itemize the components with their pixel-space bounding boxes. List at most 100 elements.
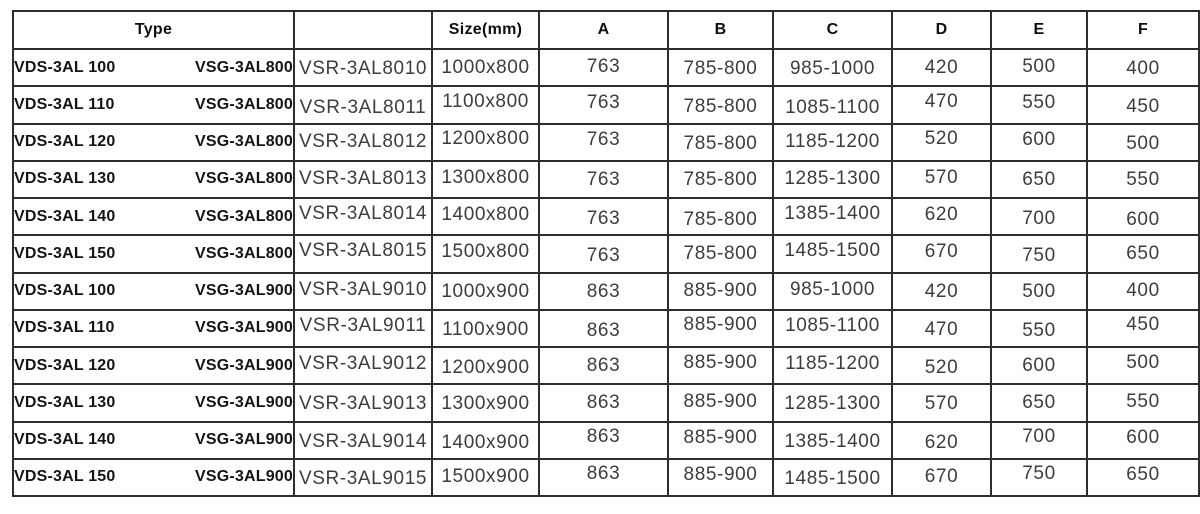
- header-row: Type Size(mm) A B C D E F: [12, 10, 1200, 50]
- cell-size: 1300x900: [431, 383, 540, 423]
- table-row: VDS-3AL 110 VSG-3AL800 VSR-3AL8011 1100x800…: [12, 85, 1200, 125]
- cell-dim-d-text: 670: [924, 240, 959, 262]
- cell-dim-f: 450: [1086, 85, 1200, 125]
- cell-dim-d-text: 620: [924, 203, 959, 225]
- cell-dim-f-text: 550: [1126, 169, 1160, 191]
- cell-dim-c-text: 985-1000: [789, 57, 876, 79]
- cell-type: VDS-3AL 150 VSG-3AL800: [12, 234, 295, 274]
- cell-size-text: 1300x900: [441, 392, 530, 414]
- column-header-type: Type: [12, 10, 295, 50]
- cell-dim-d-text: 420: [924, 56, 959, 78]
- cell-size-text: 1400x800: [441, 203, 530, 225]
- cell-dim-d: 520: [891, 122, 992, 162]
- cell-type: VDS-3AL 120 VSG-3AL900: [12, 345, 295, 386]
- cell-dim-b: 885-900: [667, 271, 774, 311]
- cell-vsr-code: VSR-3AL8012: [293, 122, 433, 162]
- vsg-code: VSG-3AL800: [194, 133, 293, 151]
- cell-dim-d: 670: [891, 234, 992, 274]
- cell-dim-a-text: 763: [586, 129, 621, 151]
- vds-code: VDS-3AL 140: [14, 431, 116, 449]
- cell-vsr-code-text: VSR-3AL8011: [299, 96, 427, 118]
- vsg-code: VSG-3AL900: [194, 431, 293, 449]
- table-row: VDS-3AL 150 VSG-3AL900 VSR-3AL9015 1500x900…: [12, 457, 1200, 498]
- cell-dim-e: 700: [990, 420, 1088, 460]
- cell-dim-b: 885-900: [667, 345, 774, 386]
- vsg-code: VSG-3AL900: [194, 393, 293, 411]
- cell-dim-c: 1085-1100: [772, 85, 893, 125]
- cell-dim-c-text: 1185-1200: [785, 131, 880, 153]
- cell-vsr-code: VSR-3AL9013: [293, 383, 433, 423]
- cell-vsr-code: VSR-3AL8011: [293, 85, 433, 125]
- cell-dim-e-text: 650: [1022, 391, 1056, 413]
- cell-size: 1200x800: [431, 122, 540, 162]
- cell-dim-a: 863: [538, 383, 669, 423]
- cell-dim-a-text: 763: [586, 207, 621, 229]
- vsg-code: VSG-3AL900: [194, 468, 293, 486]
- cell-dim-b-text: 885-900: [683, 464, 758, 486]
- cell-dim-f: 400: [1086, 47, 1200, 88]
- cell-dim-b: 785-800: [667, 85, 774, 125]
- vsg-code: VSG-3AL800: [194, 207, 293, 225]
- cell-dim-e: 500: [990, 271, 1088, 311]
- cell-dim-d: 520: [891, 345, 992, 386]
- table-row: VDS-3AL 130 VSG-3AL800 VSR-3AL8013 1300x800…: [12, 159, 1200, 200]
- cell-dim-d: 420: [891, 271, 992, 311]
- cell-dim-d: 420: [891, 47, 992, 88]
- cell-size-text: 1400x900: [441, 432, 530, 454]
- cell-dim-b-text: 885-900: [683, 427, 758, 449]
- vds-code: VDS-3AL 120: [14, 356, 116, 374]
- cell-dim-c-text: 1285-1300: [784, 392, 881, 414]
- column-header-f: F: [1086, 10, 1200, 50]
- cell-dim-a: 763: [538, 85, 669, 125]
- cell-dim-c: 1085-1100: [772, 308, 893, 349]
- cell-size-text: 1100x800: [442, 90, 529, 112]
- cell-size-text: 1200x900: [441, 356, 530, 378]
- cell-dim-c: 1285-1300: [772, 383, 893, 423]
- cell-dim-c-text: 985-1000: [789, 279, 876, 301]
- cell-vsr-code: VSR-3AL8010: [293, 47, 433, 88]
- cell-type: VDS-3AL 130 VSG-3AL800: [12, 159, 295, 200]
- cell-vsr-code-text: VSR-3AL9011: [299, 315, 427, 337]
- column-header-e: E: [990, 10, 1088, 50]
- cell-dim-a-text: 863: [586, 391, 621, 413]
- vds-code: VDS-3AL 100: [14, 282, 116, 300]
- cell-type: VDS-3AL 150 VSG-3AL900: [12, 457, 295, 498]
- cell-dim-a-text: 763: [586, 244, 621, 266]
- cell-dim-d-text: 620: [924, 432, 959, 454]
- vds-code: VDS-3AL 110: [14, 95, 115, 113]
- cell-dim-e-text: 750: [1022, 244, 1056, 266]
- cell-dim-b: 885-900: [667, 308, 774, 349]
- cell-dim-b: 785-800: [667, 234, 774, 274]
- cell-dim-b: 885-900: [667, 457, 774, 498]
- cell-type: VDS-3AL 120 VSG-3AL800: [12, 122, 295, 162]
- cell-dim-e-text: 550: [1022, 320, 1056, 342]
- vsg-code: VSG-3AL900: [194, 319, 293, 337]
- cell-dim-b: 785-800: [667, 159, 774, 200]
- cell-dim-e-text: 500: [1022, 55, 1056, 77]
- cell-vsr-code-text: VSR-3AL9013: [298, 392, 428, 414]
- cell-dim-d: 570: [891, 159, 992, 200]
- cell-dim-a: 863: [538, 345, 669, 386]
- cell-dim-f-text: 600: [1126, 427, 1160, 449]
- cell-size: 1100x900: [431, 308, 540, 349]
- cell-size-text: 1300x800: [441, 167, 530, 189]
- vsg-code: VSG-3AL900: [194, 282, 293, 300]
- cell-size-text: 1200x800: [441, 128, 530, 150]
- cell-dim-c-text: 1085-1100: [785, 315, 880, 337]
- vds-code: VDS-3AL 150: [14, 244, 116, 262]
- cell-dim-a-text: 763: [586, 169, 621, 191]
- cell-dim-f-text: 650: [1126, 464, 1160, 486]
- cell-dim-b-text: 785-800: [683, 57, 758, 79]
- cell-vsr-code: VSR-3AL9010: [293, 271, 433, 311]
- cell-size: 1500x800: [431, 234, 540, 274]
- cell-vsr-code: VSR-3AL8015: [293, 234, 433, 274]
- cell-dim-b-text: 885-900: [683, 351, 758, 373]
- cell-size: 1300x800: [431, 159, 540, 200]
- table-row: VDS-3AL 110 VSG-3AL900 VSR-3AL9011 1100x900…: [12, 308, 1200, 349]
- cell-size-text: 1500x900: [441, 466, 530, 488]
- cell-dim-b: 885-900: [667, 420, 774, 460]
- cell-dim-b-text: 785-800: [683, 95, 758, 117]
- cell-dim-e: 650: [990, 383, 1088, 423]
- spec-table-body: VDS-3AL 100 VSG-3AL800 VSR-3AL8010 1000x800…: [12, 47, 1200, 498]
- vds-code: VDS-3AL 110: [14, 319, 115, 337]
